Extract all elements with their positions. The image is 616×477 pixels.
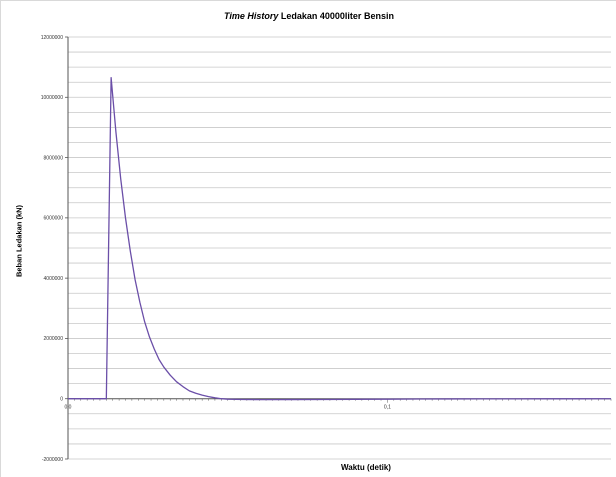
x-tick-label: 0,0 xyxy=(65,405,72,411)
x-axis-title: Waktu (detik) xyxy=(341,463,391,472)
x-tick-label: 0,1 xyxy=(384,405,391,411)
grid-lines xyxy=(68,36,611,460)
y-tick-label: 6000000 xyxy=(44,216,64,222)
chart-title-rest: Ledakan 40000liter Bensin xyxy=(278,11,394,21)
series-layer xyxy=(68,77,612,401)
tick-labels: -2000000 0 2000000 4000000 6000000 8000000 100… xyxy=(41,35,391,463)
y-tick-label: 8000000 xyxy=(44,155,64,161)
y-tick-label: 2000000 xyxy=(44,336,64,342)
y-tick-label: 0 xyxy=(60,397,63,403)
y-tick-label: 4000000 xyxy=(44,276,64,282)
y-tick-label: 12000000 xyxy=(41,35,63,41)
y-tick-label: 10000000 xyxy=(41,95,63,101)
series-line xyxy=(68,77,612,401)
y-tick-label: -2000000 xyxy=(42,457,63,463)
chart-title: Time History Ledakan 40000liter Bensin xyxy=(1,11,616,21)
chart-title-italic: Time History xyxy=(224,11,279,21)
y-axis-title: Beban Ledakan (kN) xyxy=(14,204,24,278)
